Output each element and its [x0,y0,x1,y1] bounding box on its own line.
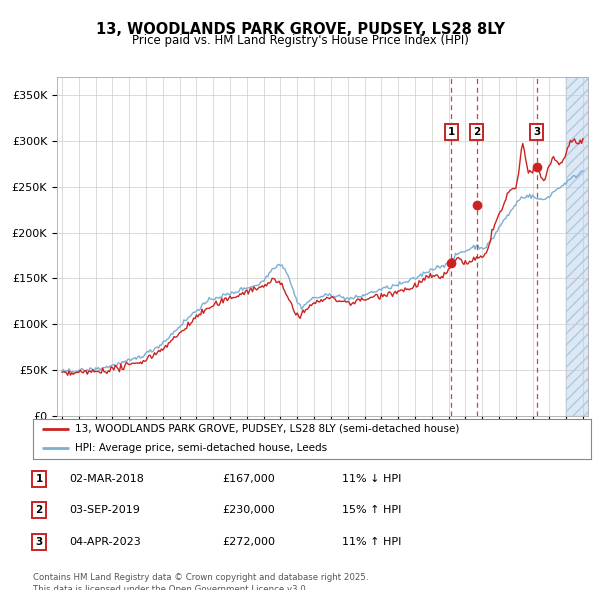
Bar [566,77,593,416]
Text: 3: 3 [533,127,541,137]
Text: 13, WOODLANDS PARK GROVE, PUDSEY, LS28 8LY: 13, WOODLANDS PARK GROVE, PUDSEY, LS28 8… [95,22,505,37]
Text: 13, WOODLANDS PARK GROVE, PUDSEY, LS28 8LY (semi-detached house): 13, WOODLANDS PARK GROVE, PUDSEY, LS28 8… [75,424,459,434]
Text: 2: 2 [35,506,43,515]
Bar [566,77,593,416]
Text: HPI: Average price, semi-detached house, Leeds: HPI: Average price, semi-detached house,… [75,442,327,453]
Text: 1: 1 [448,127,455,137]
Text: £272,000: £272,000 [222,537,275,546]
Text: 2: 2 [473,127,480,137]
Text: £167,000: £167,000 [222,474,275,484]
Text: 04-APR-2023: 04-APR-2023 [69,537,141,546]
Text: 11% ↑ HPI: 11% ↑ HPI [342,537,401,546]
Text: 02-MAR-2018: 02-MAR-2018 [69,474,144,484]
Text: £230,000: £230,000 [222,506,275,515]
Text: Price paid vs. HM Land Registry's House Price Index (HPI): Price paid vs. HM Land Registry's House … [131,34,469,47]
Text: 11% ↓ HPI: 11% ↓ HPI [342,474,401,484]
Text: Contains HM Land Registry data © Crown copyright and database right 2025.
This d: Contains HM Land Registry data © Crown c… [33,573,368,590]
Text: 15% ↑ HPI: 15% ↑ HPI [342,506,401,515]
Text: 1: 1 [35,474,43,484]
Text: 3: 3 [35,537,43,546]
Text: 03-SEP-2019: 03-SEP-2019 [69,506,140,515]
